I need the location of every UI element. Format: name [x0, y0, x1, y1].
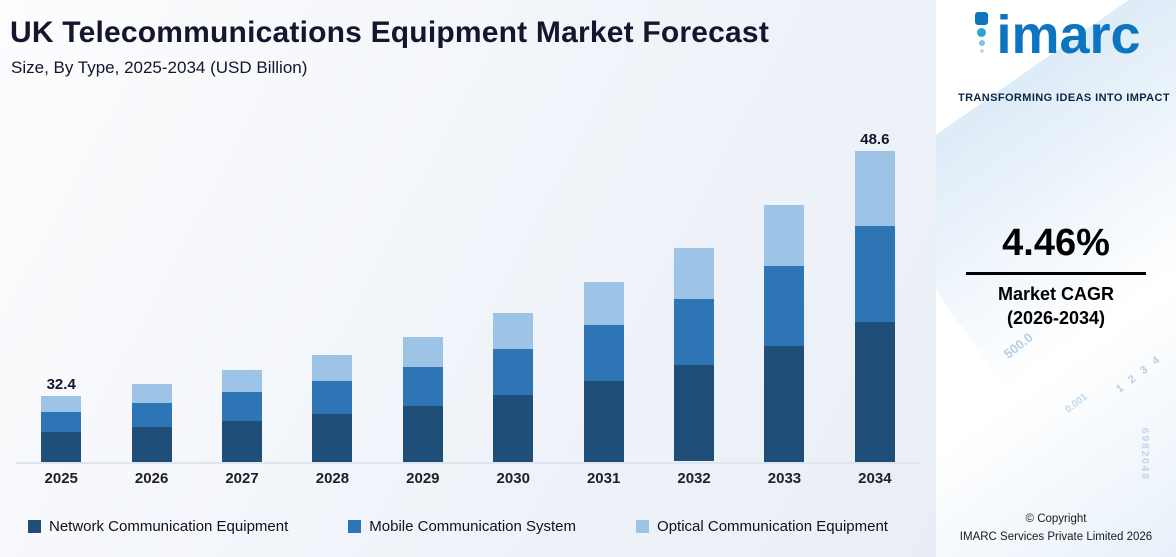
bar-segment — [583, 381, 624, 462]
x-axis-label-2034: 2034 — [858, 470, 892, 487]
bar-segment — [402, 406, 443, 462]
x-axis-label-2025: 2025 — [44, 470, 78, 487]
stacked-bar-2032 — [674, 248, 715, 462]
legend-swatch — [348, 520, 362, 533]
bar-segment — [41, 432, 82, 462]
bar-segment — [312, 414, 353, 462]
stacked-bar-2027 — [222, 370, 263, 462]
stacked-bar-2033 — [764, 205, 805, 462]
cagr-value: 4.46% — [1002, 222, 1110, 264]
x-axis-label-2028: 2028 — [315, 470, 350, 487]
cagr-label: Market CAGR — [997, 284, 1115, 304]
bar-group-2027 — [197, 130, 287, 462]
bar-segment — [674, 365, 715, 461]
bar-segment — [131, 384, 172, 403]
imarc-wordmark: imarc — [996, 5, 1141, 65]
bar-segment — [674, 299, 715, 365]
bar-segment — [222, 370, 263, 392]
bar-segment — [402, 367, 443, 406]
legend-label: Optical Communication Equipment — [657, 518, 888, 535]
bar-segment — [222, 421, 263, 462]
bar-segment — [312, 381, 353, 414]
bar-segment — [41, 396, 82, 412]
logo-dot-icon — [977, 28, 987, 37]
logo-dot-icon — [979, 49, 984, 53]
stacked-bar-2029 — [402, 337, 443, 462]
bar-segment — [312, 355, 353, 381]
bar-segment — [764, 205, 805, 266]
stacked-bar-2034 — [854, 151, 895, 462]
chart-section: UK Telecommunications Equipment Market F… — [0, 0, 936, 557]
bar-group-2032 — [649, 130, 739, 462]
copyright-notice: © Copyright IMARC Services Private Limit… — [936, 511, 1176, 547]
x-axis-label-2033: 2033 — [767, 470, 802, 487]
bar-segment — [854, 322, 895, 462]
legend-item: Optical Communication Equipment — [636, 518, 888, 535]
x-axis-label-2030: 2030 — [496, 470, 530, 487]
bar-segment — [131, 403, 172, 427]
legend-item: Network Communication Equipment — [28, 518, 288, 535]
x-axis-label-2032: 2032 — [677, 470, 711, 487]
bar-segment — [41, 412, 82, 432]
bar-segment — [854, 151, 895, 226]
bar-group-2030 — [468, 130, 558, 462]
bar-group-2033 — [739, 130, 829, 462]
imarc-logo-icon — [975, 8, 989, 53]
bar-total-label-2025: 32.4 — [46, 376, 76, 393]
legend-item: Mobile Communication System — [348, 518, 576, 535]
decor-number: 6982048 — [1139, 428, 1150, 481]
stacked-bar-2030 — [493, 313, 534, 462]
stacked-bar-plot: 32.4 48.6 — [16, 130, 920, 464]
bar-segment — [583, 325, 624, 381]
bar-group-2028 — [287, 130, 377, 462]
bar-segment — [764, 266, 805, 346]
legend-swatch — [28, 520, 41, 533]
stacked-bar-2031 — [583, 282, 624, 462]
stacked-bar-2025 — [41, 396, 82, 462]
copyright-line1: © Copyright — [1025, 513, 1087, 526]
logo-dot-icon — [978, 40, 985, 46]
bar-segment — [583, 282, 624, 325]
bar-segment — [674, 248, 715, 299]
bar-segment — [764, 346, 805, 462]
brand-tagline: TRANSFORMING IDEAS INTO IMPACT — [957, 92, 1170, 104]
bar-group-2025: 32.4 — [16, 130, 106, 462]
x-axis-label-2031: 2031 — [586, 470, 621, 487]
bar-segment — [854, 225, 895, 323]
stacked-bar-2026 — [131, 384, 172, 462]
brand-panel: 500.0 0.001 1 2 3 4 6982048 imarc TRANSF… — [936, 0, 1176, 557]
bar-group-2029 — [378, 130, 468, 462]
bar-segment — [493, 313, 534, 349]
bar-segment — [402, 337, 443, 367]
x-axis-label-2029: 2029 — [406, 470, 440, 487]
bar-group-2034: 48.6 — [830, 130, 920, 462]
copyright-line2: IMARC Services Private Limited 2026 — [959, 531, 1153, 544]
logo-dot-icon — [975, 12, 989, 25]
bar-segment — [493, 395, 534, 462]
x-axis: 2025 2026 2027 2028 2029 2030 2031 2032 2033 2034 — [16, 470, 920, 487]
cagr-period: (2026-2034) — [1006, 308, 1106, 328]
bar-total-label-2034: 48.6 — [860, 131, 890, 148]
chart-subtitle: Size, By Type, 2025-2034 (USD Billion) — [11, 58, 308, 77]
bar-segment — [131, 427, 172, 462]
bar-group-2031 — [558, 130, 648, 462]
bar-segment — [222, 392, 263, 421]
x-axis-label-2026: 2026 — [134, 470, 169, 487]
imarc-logo: imarc — [946, 8, 1170, 62]
x-axis-label-2027: 2027 — [225, 470, 259, 487]
chart-title: UK Telecommunications Equipment Market F… — [10, 16, 770, 49]
bar-segment — [493, 349, 534, 395]
legend-label: Mobile Communication System — [369, 518, 577, 535]
bar-group-2026 — [106, 130, 196, 462]
chart-legend: Network Communication Equipment Mobile Co… — [28, 518, 888, 535]
legend-label: Network Communication Equipment — [49, 518, 289, 535]
cagr-divider — [966, 272, 1146, 275]
stacked-bar-2028 — [312, 355, 353, 462]
legend-swatch — [636, 520, 650, 533]
